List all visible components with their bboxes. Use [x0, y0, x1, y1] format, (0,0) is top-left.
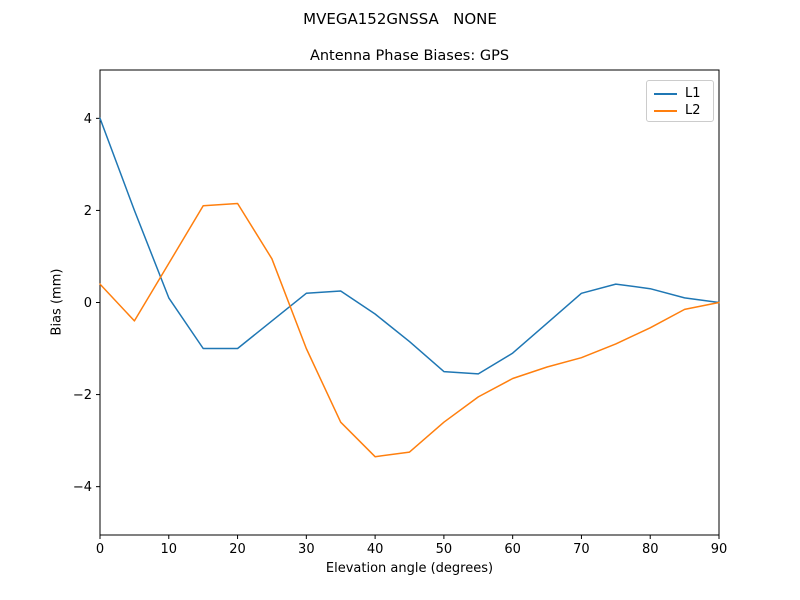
- series-line-l2: [99, 202, 720, 458]
- axes-spines: [99, 69, 720, 536]
- series-lines: [99, 117, 720, 458]
- x-tick-label: 10: [161, 542, 178, 557]
- y-tick-label: −4: [73, 480, 92, 495]
- x-axis-tick-labels: 0 10 20 30 40 50 60 70 80 90: [96, 542, 727, 557]
- legend: L1 L2: [646, 80, 714, 122]
- l2-line-swatch: [654, 109, 677, 112]
- axes-title: Antenna Phase Biases: GPS: [309, 48, 510, 64]
- x-tick-label: 70: [573, 542, 590, 557]
- y-axis-label: Bias (mm): [49, 268, 65, 336]
- y-tick-label: 4: [84, 112, 92, 127]
- x-tick-label: 90: [711, 542, 728, 557]
- y-tick-label: 0: [84, 296, 92, 311]
- x-axis-ticks: [99, 535, 720, 539]
- l1-line-swatch: [654, 92, 677, 95]
- x-tick-label: 30: [298, 542, 315, 557]
- legend-item-l1: L1: [654, 85, 713, 102]
- x-axis-label: Elevation angle (degrees): [325, 561, 494, 576]
- x-tick-label: 40: [367, 542, 384, 557]
- x-tick-label: 0: [96, 542, 104, 557]
- y-axis-ticks: [96, 117, 100, 488]
- legend-label-l2: L2: [685, 103, 701, 118]
- y-tick-label: −2: [73, 388, 92, 403]
- legend-item-l2: L2: [654, 102, 713, 119]
- series-line-l1: [99, 117, 720, 375]
- x-tick-label: 60: [504, 542, 521, 557]
- figure-title: MVEGA152GNSSA NONE: [303, 10, 497, 28]
- x-tick-label: 50: [436, 542, 453, 557]
- x-tick-label: 20: [229, 542, 246, 557]
- legend-label-l1: L1: [685, 86, 701, 101]
- x-tick-label: 80: [642, 542, 659, 557]
- plot-border: [99, 69, 720, 536]
- y-tick-label: 2: [84, 204, 92, 219]
- y-axis-tick-labels: −4 −2 0 2 4: [73, 112, 92, 495]
